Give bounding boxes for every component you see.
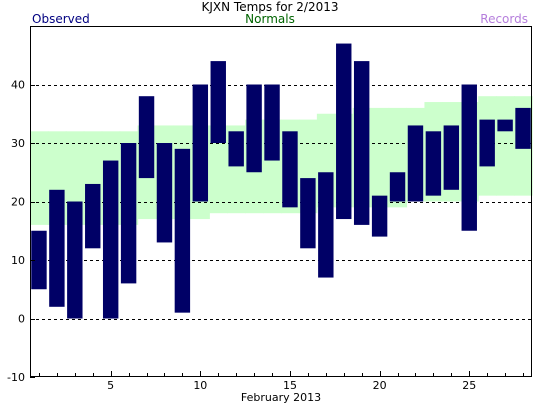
observed-bar-day-14 bbox=[264, 84, 280, 161]
observed-bar-day-5 bbox=[102, 160, 119, 319]
observed-bar-day-3 bbox=[67, 201, 83, 319]
y-tick-label-20: 20 bbox=[11, 196, 25, 209]
observed-bar-day-18 bbox=[336, 43, 352, 220]
plot-frame bbox=[30, 26, 532, 377]
y-tick-label-10: 10 bbox=[11, 254, 25, 267]
observed-bar-day-12 bbox=[228, 131, 244, 167]
observed-bar-day-26 bbox=[479, 119, 495, 167]
observed-bar-day-28 bbox=[515, 107, 531, 149]
observed-bar-day-4 bbox=[85, 183, 101, 249]
observed-bar-day-1 bbox=[31, 230, 47, 290]
observed-bars bbox=[31, 43, 531, 319]
x-tick-label-10: 10 bbox=[193, 379, 207, 392]
y-tick-label--10: -10 bbox=[7, 371, 25, 384]
x-tick-label-15: 15 bbox=[283, 379, 297, 392]
legend-records: Records bbox=[480, 12, 528, 26]
x-tick-label-5: 5 bbox=[107, 379, 114, 392]
observed-bar-day-16 bbox=[300, 178, 316, 249]
observed-bar-day-20 bbox=[371, 195, 388, 237]
observed-bar-day-22 bbox=[407, 125, 424, 202]
observed-bar-day-13 bbox=[246, 84, 262, 173]
normal-range-day-20 bbox=[370, 107, 390, 208]
observed-bar-day-6 bbox=[120, 143, 137, 284]
y-tick-label-0: 0 bbox=[18, 313, 25, 326]
observed-bar-day-23 bbox=[425, 131, 442, 196]
observed-bar-day-25 bbox=[461, 84, 477, 231]
normal-range-day-1 bbox=[30, 131, 49, 225]
observed-bar-day-15 bbox=[282, 131, 298, 208]
observed-bar-day-27 bbox=[497, 119, 513, 132]
observed-bar-day-24 bbox=[443, 125, 460, 190]
observed-bar-day-17 bbox=[318, 172, 334, 278]
chart-title: KJXN Temps for 2/2013 bbox=[201, 0, 339, 14]
observed-bar-day-9 bbox=[174, 148, 191, 313]
observed-bar-day-19 bbox=[353, 61, 370, 225]
legend-normals: Normals bbox=[245, 12, 295, 26]
legend-observed: Observed bbox=[32, 12, 90, 26]
observed-bar-day-2 bbox=[49, 189, 65, 307]
normal-range-day-27 bbox=[496, 96, 515, 196]
x-axis: 5 10 15 20 25 bbox=[39, 371, 524, 392]
x-tick-label-20: 20 bbox=[373, 379, 387, 392]
normal-range-day-11 bbox=[209, 125, 228, 214]
observed-bar-day-10 bbox=[192, 84, 209, 202]
observed-bar-day-11 bbox=[210, 61, 226, 143]
x-axis-label: February 2013 bbox=[241, 391, 321, 404]
observed-bar-day-8 bbox=[156, 143, 173, 243]
y-axis: -10 0 10 20 30 40 bbox=[7, 79, 35, 384]
observed-bar-day-7 bbox=[138, 96, 155, 179]
observed-bar-day-21 bbox=[389, 172, 406, 202]
x-tick-label-25: 25 bbox=[462, 379, 476, 392]
y-tick-label-40: 40 bbox=[11, 79, 25, 92]
y-tick-label-30: 30 bbox=[11, 137, 25, 150]
